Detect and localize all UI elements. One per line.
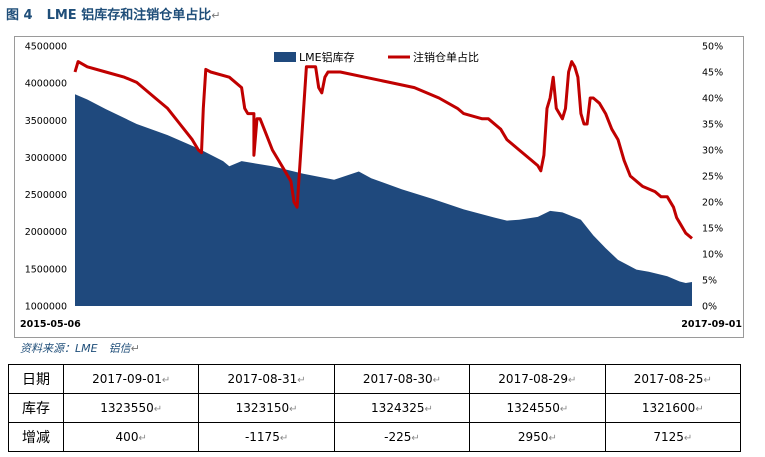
left-axis-tick-label: 3000000 bbox=[25, 153, 67, 164]
left-axis-tick-label: 2500000 bbox=[25, 190, 67, 201]
left-axis-tick-label: 4000000 bbox=[25, 79, 67, 90]
table-row: 增减 400↵ -1175↵ -225↵ 2950↵ 7125↵ bbox=[8, 422, 742, 452]
table-cell: 1323550↵ bbox=[62, 393, 200, 423]
table-cell: 1321600↵ bbox=[604, 393, 742, 423]
right-axis-tick-label: 25% bbox=[702, 172, 723, 183]
x-axis-start-label: 2015-05-06 bbox=[20, 319, 81, 330]
table-cell: 1323150↵ bbox=[198, 393, 335, 423]
chart-frame bbox=[14, 36, 744, 338]
table-cell: 2950↵ bbox=[469, 422, 606, 452]
table-cell: 400↵ bbox=[62, 422, 200, 452]
left-axis-tick-label: 1000000 bbox=[25, 302, 67, 313]
figure-title-text: LME 铝库存和注销仓单占比 bbox=[46, 8, 212, 23]
table-cell: 2017-08-29↵ bbox=[469, 364, 606, 394]
right-axis-tick-label: 30% bbox=[702, 146, 723, 157]
figure-number: 图 4 bbox=[6, 8, 33, 23]
return-mark: ↵ bbox=[424, 404, 433, 415]
return-mark: ↵ bbox=[153, 404, 163, 415]
return-mark: ↵ bbox=[432, 375, 442, 386]
table-row: 库存 1323550↵ 1323150↵ 1324325↵ 1324550↵ 132160… bbox=[8, 393, 742, 423]
return-mark: ↵ bbox=[411, 433, 420, 444]
source-note: 资料来源：LME 铝信↵ bbox=[20, 340, 140, 356]
return-mark: ↵ bbox=[211, 9, 221, 22]
table-cell: 2017-08-25↵ bbox=[604, 364, 742, 394]
x-axis-end-label: 2017-09-01 bbox=[681, 319, 742, 330]
cancelled-warrant-ratio-line bbox=[73, 60, 693, 240]
row-header: 增减 bbox=[8, 422, 64, 452]
table-cell: 1324325↵ bbox=[333, 393, 471, 423]
right-axis-tick-label: 10% bbox=[702, 250, 723, 261]
table-cell: 2017-09-01↵ bbox=[62, 364, 200, 394]
table-cell: 2017-08-31↵ bbox=[198, 364, 335, 394]
table-cell: 7125↵ bbox=[604, 422, 742, 452]
table-cell: 2017-08-30↵ bbox=[333, 364, 471, 394]
table-row: 日期 2017-09-01↵ 2017-08-31↵ 2017-08-30↵ 2017-… bbox=[8, 364, 742, 394]
legend-label-ratio: 注销仓单占比 bbox=[413, 50, 479, 64]
return-mark: ↵ bbox=[297, 375, 306, 386]
return-mark: ↵ bbox=[548, 433, 557, 444]
return-mark: ↵ bbox=[559, 404, 569, 415]
inventory-table: 日期 2017-09-01↵ 2017-08-31↵ 2017-08-30↵ 2017-… bbox=[8, 364, 742, 452]
left-axis-tick-label: 1500000 bbox=[25, 264, 67, 275]
row-header: 库存 bbox=[8, 393, 64, 423]
source-text: 资料来源：LME 铝信 bbox=[20, 342, 131, 355]
right-axis-tick-label: 50% bbox=[702, 42, 723, 53]
table-cell: 1324550↵ bbox=[469, 393, 606, 423]
inventory-table-body: 日期 2017-09-01↵ 2017-08-31↵ 2017-08-30↵ 2017-… bbox=[8, 364, 742, 452]
legend-label-inventory: LME铝库存 bbox=[299, 50, 355, 64]
table-cell: -1175↵ bbox=[198, 422, 335, 452]
return-mark: ↵ bbox=[683, 433, 693, 444]
return-mark: ↵ bbox=[161, 375, 171, 386]
return-mark: ↵ bbox=[138, 433, 147, 444]
right-axis-tick-label: 45% bbox=[702, 68, 723, 79]
return-mark: ↵ bbox=[289, 404, 298, 415]
lme-aluminium-chart: 1000000 1500000 2000000 2500000 3000000 35000… bbox=[20, 42, 742, 331]
right-axis-tick-label: 35% bbox=[702, 120, 723, 131]
return-mark: ↵ bbox=[695, 404, 704, 415]
return-mark: ↵ bbox=[703, 375, 712, 386]
right-axis-tick-label: 0% bbox=[702, 302, 717, 313]
right-axis-tick-label: 40% bbox=[702, 94, 723, 105]
table-cell: -225↵ bbox=[333, 422, 471, 452]
left-axis-tick-label: 3500000 bbox=[25, 116, 67, 127]
row-header: 日期 bbox=[8, 364, 64, 394]
return-mark: ↵ bbox=[279, 433, 289, 444]
right-axis-tick-label: 20% bbox=[702, 198, 723, 209]
right-axis-tick-label: 5% bbox=[702, 276, 717, 287]
return-mark: ↵ bbox=[130, 342, 140, 355]
legend-swatch-inventory bbox=[274, 52, 296, 62]
left-axis-tick-label: 2000000 bbox=[25, 227, 67, 238]
lme-inventory-area bbox=[75, 94, 692, 306]
right-axis-tick-label: 15% bbox=[702, 224, 723, 235]
return-mark: ↵ bbox=[568, 375, 577, 386]
figure-title: 图 4 LME 铝库存和注销仓单占比↵ bbox=[6, 4, 220, 23]
left-axis-tick-label: 4500000 bbox=[25, 42, 67, 53]
